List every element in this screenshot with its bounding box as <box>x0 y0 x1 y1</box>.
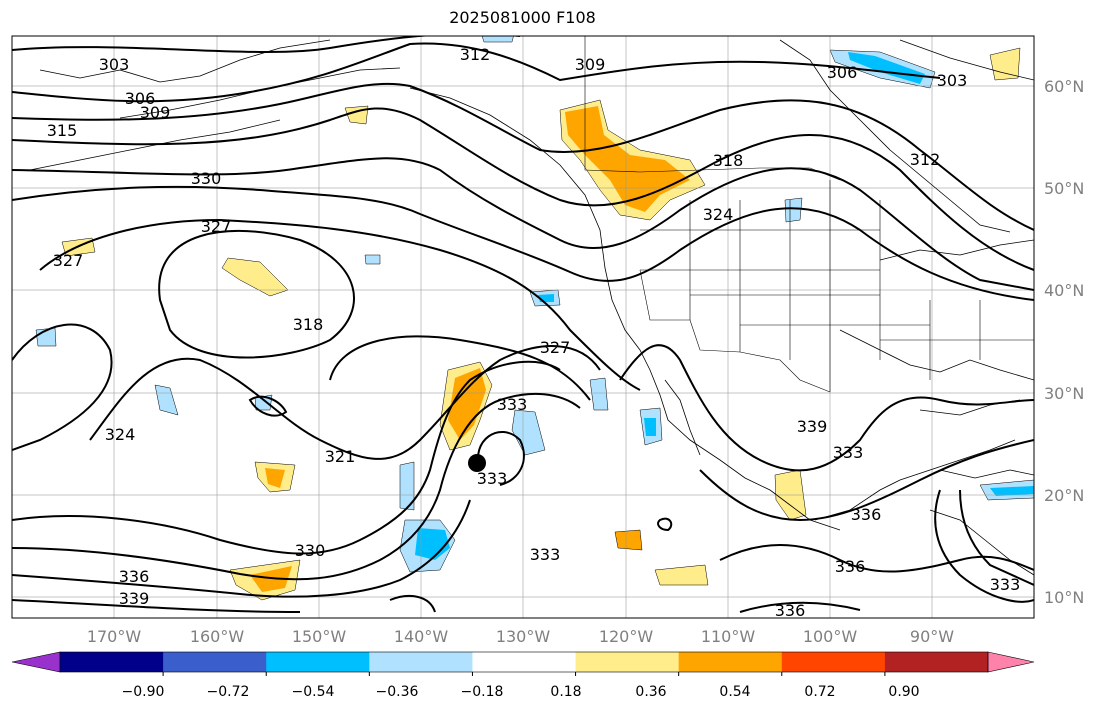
colorbar-segment <box>472 652 577 672</box>
contour-label-336b: 336 <box>851 505 882 524</box>
colorbar-extend-low <box>11 651 61 673</box>
contour-label-303b: 303 <box>937 71 968 90</box>
contour-label-336c: 336 <box>835 557 866 576</box>
colorbar-segment <box>884 652 989 672</box>
longitude-labels: 170°W 160°W 150°W 140°W 130°W 120°W 110°… <box>87 627 954 646</box>
contour-label-330: 330 <box>191 169 222 188</box>
lon-label-90w: 90°W <box>910 627 954 646</box>
lat-label-20: 20°N <box>1044 486 1084 505</box>
contour-label-321: 321 <box>325 447 356 466</box>
contour-label-333c: 333 <box>530 545 561 564</box>
latitude-labels: 60°N 50°N 40°N 30°N 20°N 10°N <box>1044 77 1084 607</box>
map-title: 2025081000 F108 <box>449 8 596 27</box>
contour-label-306b: 306 <box>827 63 858 82</box>
colorbar-tick: 0.36 <box>635 684 666 700</box>
colorbar-tick: −0.54 <box>292 684 335 700</box>
lat-label-30: 30°N <box>1044 384 1084 403</box>
contour-label-336d: 336 <box>775 601 806 620</box>
contour-label-327b: 327 <box>53 251 84 270</box>
colorbar-tick: −0.72 <box>207 684 250 700</box>
lon-label-150w: 150°W <box>292 627 347 646</box>
contour-label-303: 303 <box>99 55 130 74</box>
colorbar-segment <box>60 652 164 672</box>
contour-label-327c: 327 <box>540 338 571 357</box>
colorbar-segment <box>163 652 267 672</box>
colorbar-tick: −0.18 <box>461 684 504 700</box>
contour-label-327: 327 <box>201 217 232 236</box>
colorbar-extend-high <box>987 651 1035 673</box>
lat-label-60: 60°N <box>1044 77 1084 96</box>
lat-label-40: 40°N <box>1044 281 1084 300</box>
colorbar-tick: 0.90 <box>888 684 919 700</box>
lon-label-160w: 160°W <box>190 627 245 646</box>
colorbar-segment <box>575 652 680 672</box>
lon-label-100w: 100°W <box>803 627 858 646</box>
contour-label-336: 336 <box>119 567 150 586</box>
contour-label-333d: 333 <box>833 443 864 462</box>
height-contours <box>12 36 1034 613</box>
lat-label-10: 10°N <box>1044 588 1084 607</box>
lat-label-50: 50°N <box>1044 179 1084 198</box>
contour-label-306: 306 <box>125 89 156 108</box>
colorbar-segment <box>369 652 473 672</box>
contour-label-333e: 333 <box>990 575 1021 594</box>
lon-label-120w: 120°W <box>599 627 654 646</box>
colorbar <box>11 651 1035 676</box>
colorbar-tick: 0.72 <box>804 684 835 700</box>
colorbar-tick: 0.54 <box>719 684 750 700</box>
storm-center-dot <box>468 454 486 472</box>
colorbar-segment <box>781 652 886 672</box>
colorbar-frame <box>59 651 989 673</box>
colorbar-tick-labels: −0.90 −0.72 −0.54 −0.36 −0.18 0.18 0.36 … <box>122 684 920 700</box>
contour-label-333: 333 <box>497 395 528 414</box>
contour-label-339b: 339 <box>797 417 828 436</box>
contour-label-312: 312 <box>460 45 491 64</box>
contour-label-315: 315 <box>47 121 78 140</box>
contour-label-324b: 324 <box>703 205 734 224</box>
contour-labels: 303 303 306 306 309 309 312 312 315 318 … <box>47 45 1021 620</box>
lon-label-140w: 140°W <box>394 627 449 646</box>
lon-label-130w: 130°W <box>496 627 551 646</box>
map-border <box>11 35 1035 619</box>
lon-label-110w: 110°W <box>701 627 756 646</box>
contour-label-318: 318 <box>293 315 324 334</box>
lon-label-170w: 170°W <box>87 627 142 646</box>
contour-label-312b: 312 <box>910 150 941 169</box>
contour-label-309b: 309 <box>575 55 606 74</box>
colorbar-tick: −0.90 <box>122 684 165 700</box>
colorbar-tick: −0.36 <box>376 684 419 700</box>
colorbar-segment <box>266 652 370 672</box>
contour-label-318b: 318 <box>713 151 744 170</box>
colorbar-tick: 0.18 <box>550 684 581 700</box>
contour-label-339: 339 <box>119 589 150 608</box>
colorbar-segment <box>678 652 783 672</box>
graticule <box>12 36 1034 618</box>
contour-label-309: 309 <box>140 103 171 122</box>
contour-label-330b: 330 <box>295 541 326 560</box>
contour-label-333b: 333 <box>477 469 508 488</box>
contour-label-324: 324 <box>105 425 136 444</box>
